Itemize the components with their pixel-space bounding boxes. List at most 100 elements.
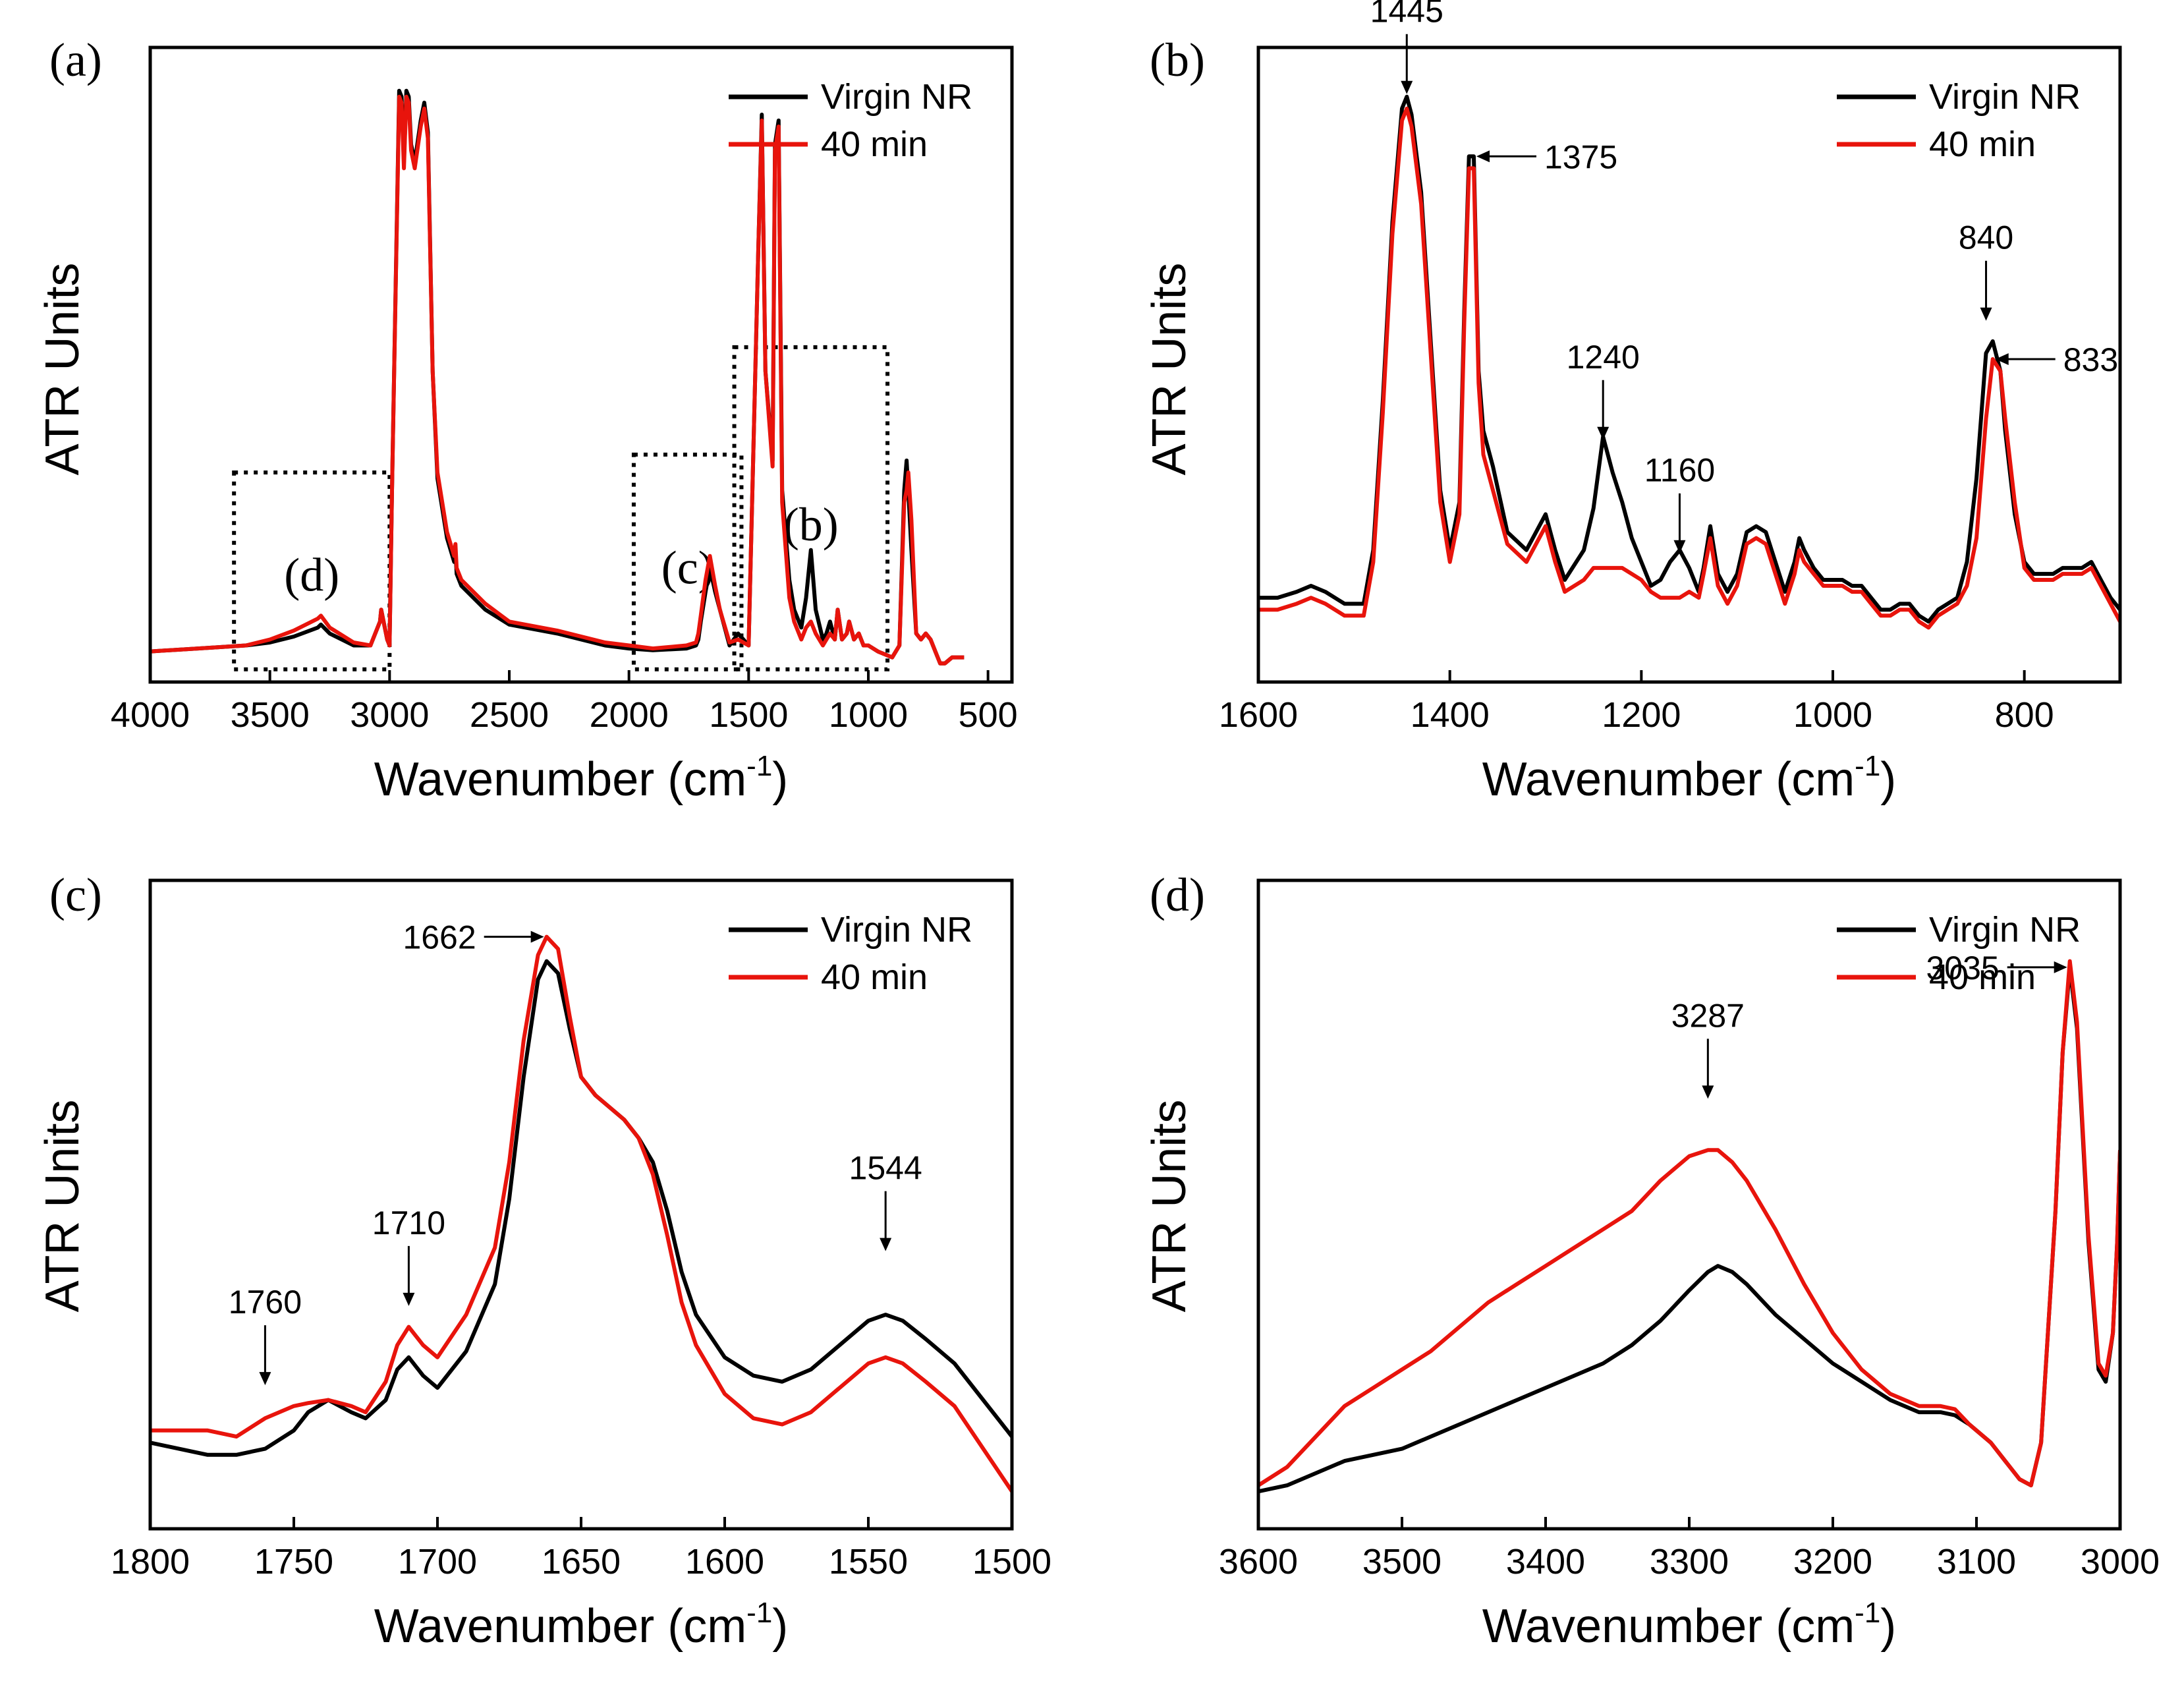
annotation-1662: 1662 [403, 919, 544, 956]
x-tick-label: 3000 [350, 695, 429, 735]
annotation-arrow-head [1995, 353, 2009, 366]
annotation-arrow-head [1401, 80, 1413, 94]
series-group [150, 88, 965, 666]
x-tick-label: 3500 [1362, 1542, 1442, 1581]
annotation-arrow-head [1597, 426, 1610, 440]
panel-a: (d) (c)(b)4000 3500 3000 2500 2000 1500 1000 500… [36, 34, 1018, 806]
legend-label-40-min: 40 min [1929, 957, 2036, 997]
x-tick-label: 3500 [231, 695, 310, 735]
annotation-arrow-head [403, 1292, 415, 1306]
panel-b: 1600 1400 1200 1000 800 Wavenumber (cm-1) ATR … [1143, 0, 2122, 806]
x-tick-label: 1600 [685, 1542, 764, 1581]
annotation-label: 3287 [1671, 997, 1745, 1034]
y-axis-title: ATR Units [1143, 1100, 1196, 1313]
x-tick-label: 3300 [1650, 1542, 1729, 1581]
legend-label-virgin-nr: Virgin NR [1929, 910, 2081, 950]
annotation-arrow-head [1702, 1085, 1714, 1099]
inset-label-b: (b) [783, 498, 839, 551]
annotation-833: 833 [1995, 341, 2118, 378]
y-axis-title: ATR Units [36, 1100, 89, 1313]
series-line-40-min [1258, 106, 2120, 630]
annotation-1544: 1544 [849, 1150, 922, 1251]
panel-d: 3600 3500 3400 3300 3200 3100 3000 Wavenumber (… [1143, 869, 2160, 1653]
series-line-virgin-nr [150, 959, 1012, 1457]
annotation-840: 840 [1959, 219, 2013, 321]
x-tick-label: 1200 [1602, 695, 1681, 735]
x-tick-label: 1500 [709, 695, 788, 735]
x-axis-title: Wavenumber (cm-1) [1482, 750, 1897, 806]
annotation-label: 1710 [372, 1205, 445, 1241]
series-group [1258, 959, 2120, 1494]
inset-label-d: (d) [284, 548, 339, 601]
x-tick-label: 1000 [1793, 695, 1872, 735]
x-axis-title: Wavenumber (cm-1) [374, 1597, 789, 1653]
panel-label: (d) [1150, 869, 1205, 921]
x-tick-label: 3600 [1219, 1542, 1298, 1581]
y-axis-title: ATR Units [36, 263, 89, 476]
x-tick-label: 1000 [829, 695, 908, 735]
annotation-1445: 1445 [1370, 0, 1443, 94]
annotation-label: 1760 [229, 1284, 302, 1321]
series-line-40-min [150, 94, 965, 666]
series-line-40-min [150, 934, 1012, 1493]
annotation-label: 1662 [403, 919, 476, 956]
legend-label-virgin-nr: Virgin NR [821, 910, 972, 950]
legend-label-40-min: 40 min [821, 957, 928, 997]
panel-label: (b) [1150, 34, 1205, 86]
annotation-3287: 3287 [1671, 997, 1745, 1099]
x-tick-label: 800 [1995, 695, 2054, 735]
x-tick-label: 3400 [1506, 1542, 1585, 1581]
panel-label: (a) [49, 34, 102, 86]
annotation-label: 1375 [1544, 138, 1617, 175]
annotation-arrow-head [1980, 307, 1992, 321]
y-axis-title: ATR Units [1143, 263, 1196, 476]
annotation-label: 1160 [1644, 452, 1716, 489]
series-group [1258, 94, 2120, 630]
annotation-arrow-head [259, 1372, 271, 1386]
annotation-3035: 3035 [1926, 950, 2067, 986]
plot-frame [148, 45, 1014, 684]
x-tick-label: 2000 [590, 695, 669, 735]
x-axis-title: Wavenumber (cm-1) [1482, 1597, 1897, 1653]
annotation-label: 1445 [1370, 0, 1443, 30]
annotation-1760: 1760 [229, 1284, 302, 1386]
x-tick-label: 1400 [1411, 695, 1490, 735]
annotation-1710: 1710 [372, 1205, 445, 1306]
panel-label: (c) [49, 869, 102, 921]
annotation-1240: 1240 [1567, 339, 1640, 440]
x-tick-label: 1650 [542, 1542, 621, 1581]
x-tick-label: 1700 [398, 1542, 477, 1581]
annotation-label: 1544 [849, 1150, 922, 1187]
annotation-label: 840 [1959, 219, 2013, 256]
legend-label-virgin-nr: Virgin NR [1929, 77, 2081, 117]
panel-c: 1800 1750 1700 1650 1600 1550 1500 Wavenumber (… [36, 869, 1051, 1653]
x-tick-label: 1550 [829, 1542, 908, 1581]
x-tick-label: 1800 [111, 1542, 190, 1581]
annotation-1160: 1160 [1644, 452, 1716, 554]
legend-label-40-min: 40 min [1929, 125, 2036, 164]
x-tick-label: 500 [959, 695, 1018, 735]
annotation-label: 833 [2063, 341, 2118, 378]
annotation-label: 1240 [1567, 339, 1640, 376]
inset-region-c [631, 452, 744, 671]
annotation-arrow-head [2054, 961, 2067, 973]
series-group [150, 934, 1012, 1493]
series-line-virgin-nr [1258, 965, 2120, 1494]
annotation-arrow-head [880, 1238, 892, 1251]
plot-frame [1256, 45, 2122, 684]
legend-label-40-min: 40 min [821, 125, 928, 164]
x-tick-label: 3200 [1793, 1542, 1872, 1581]
legend-label-virgin-nr: Virgin NR [821, 77, 972, 117]
inset-region-d [232, 470, 392, 671]
x-tick-label: 1600 [1219, 695, 1298, 735]
x-tick-label: 4000 [111, 695, 190, 735]
x-tick-label: 3000 [2081, 1542, 2160, 1581]
annotation-arrow-head [1673, 540, 1686, 554]
annotation-label: 3035 [1926, 950, 1999, 986]
series-line-40-min [1258, 959, 2120, 1488]
annotation-arrow-head [1476, 150, 1490, 163]
series-line-virgin-nr [150, 88, 965, 666]
x-tick-label: 3100 [1937, 1542, 2016, 1581]
x-tick-label: 2500 [470, 695, 549, 735]
